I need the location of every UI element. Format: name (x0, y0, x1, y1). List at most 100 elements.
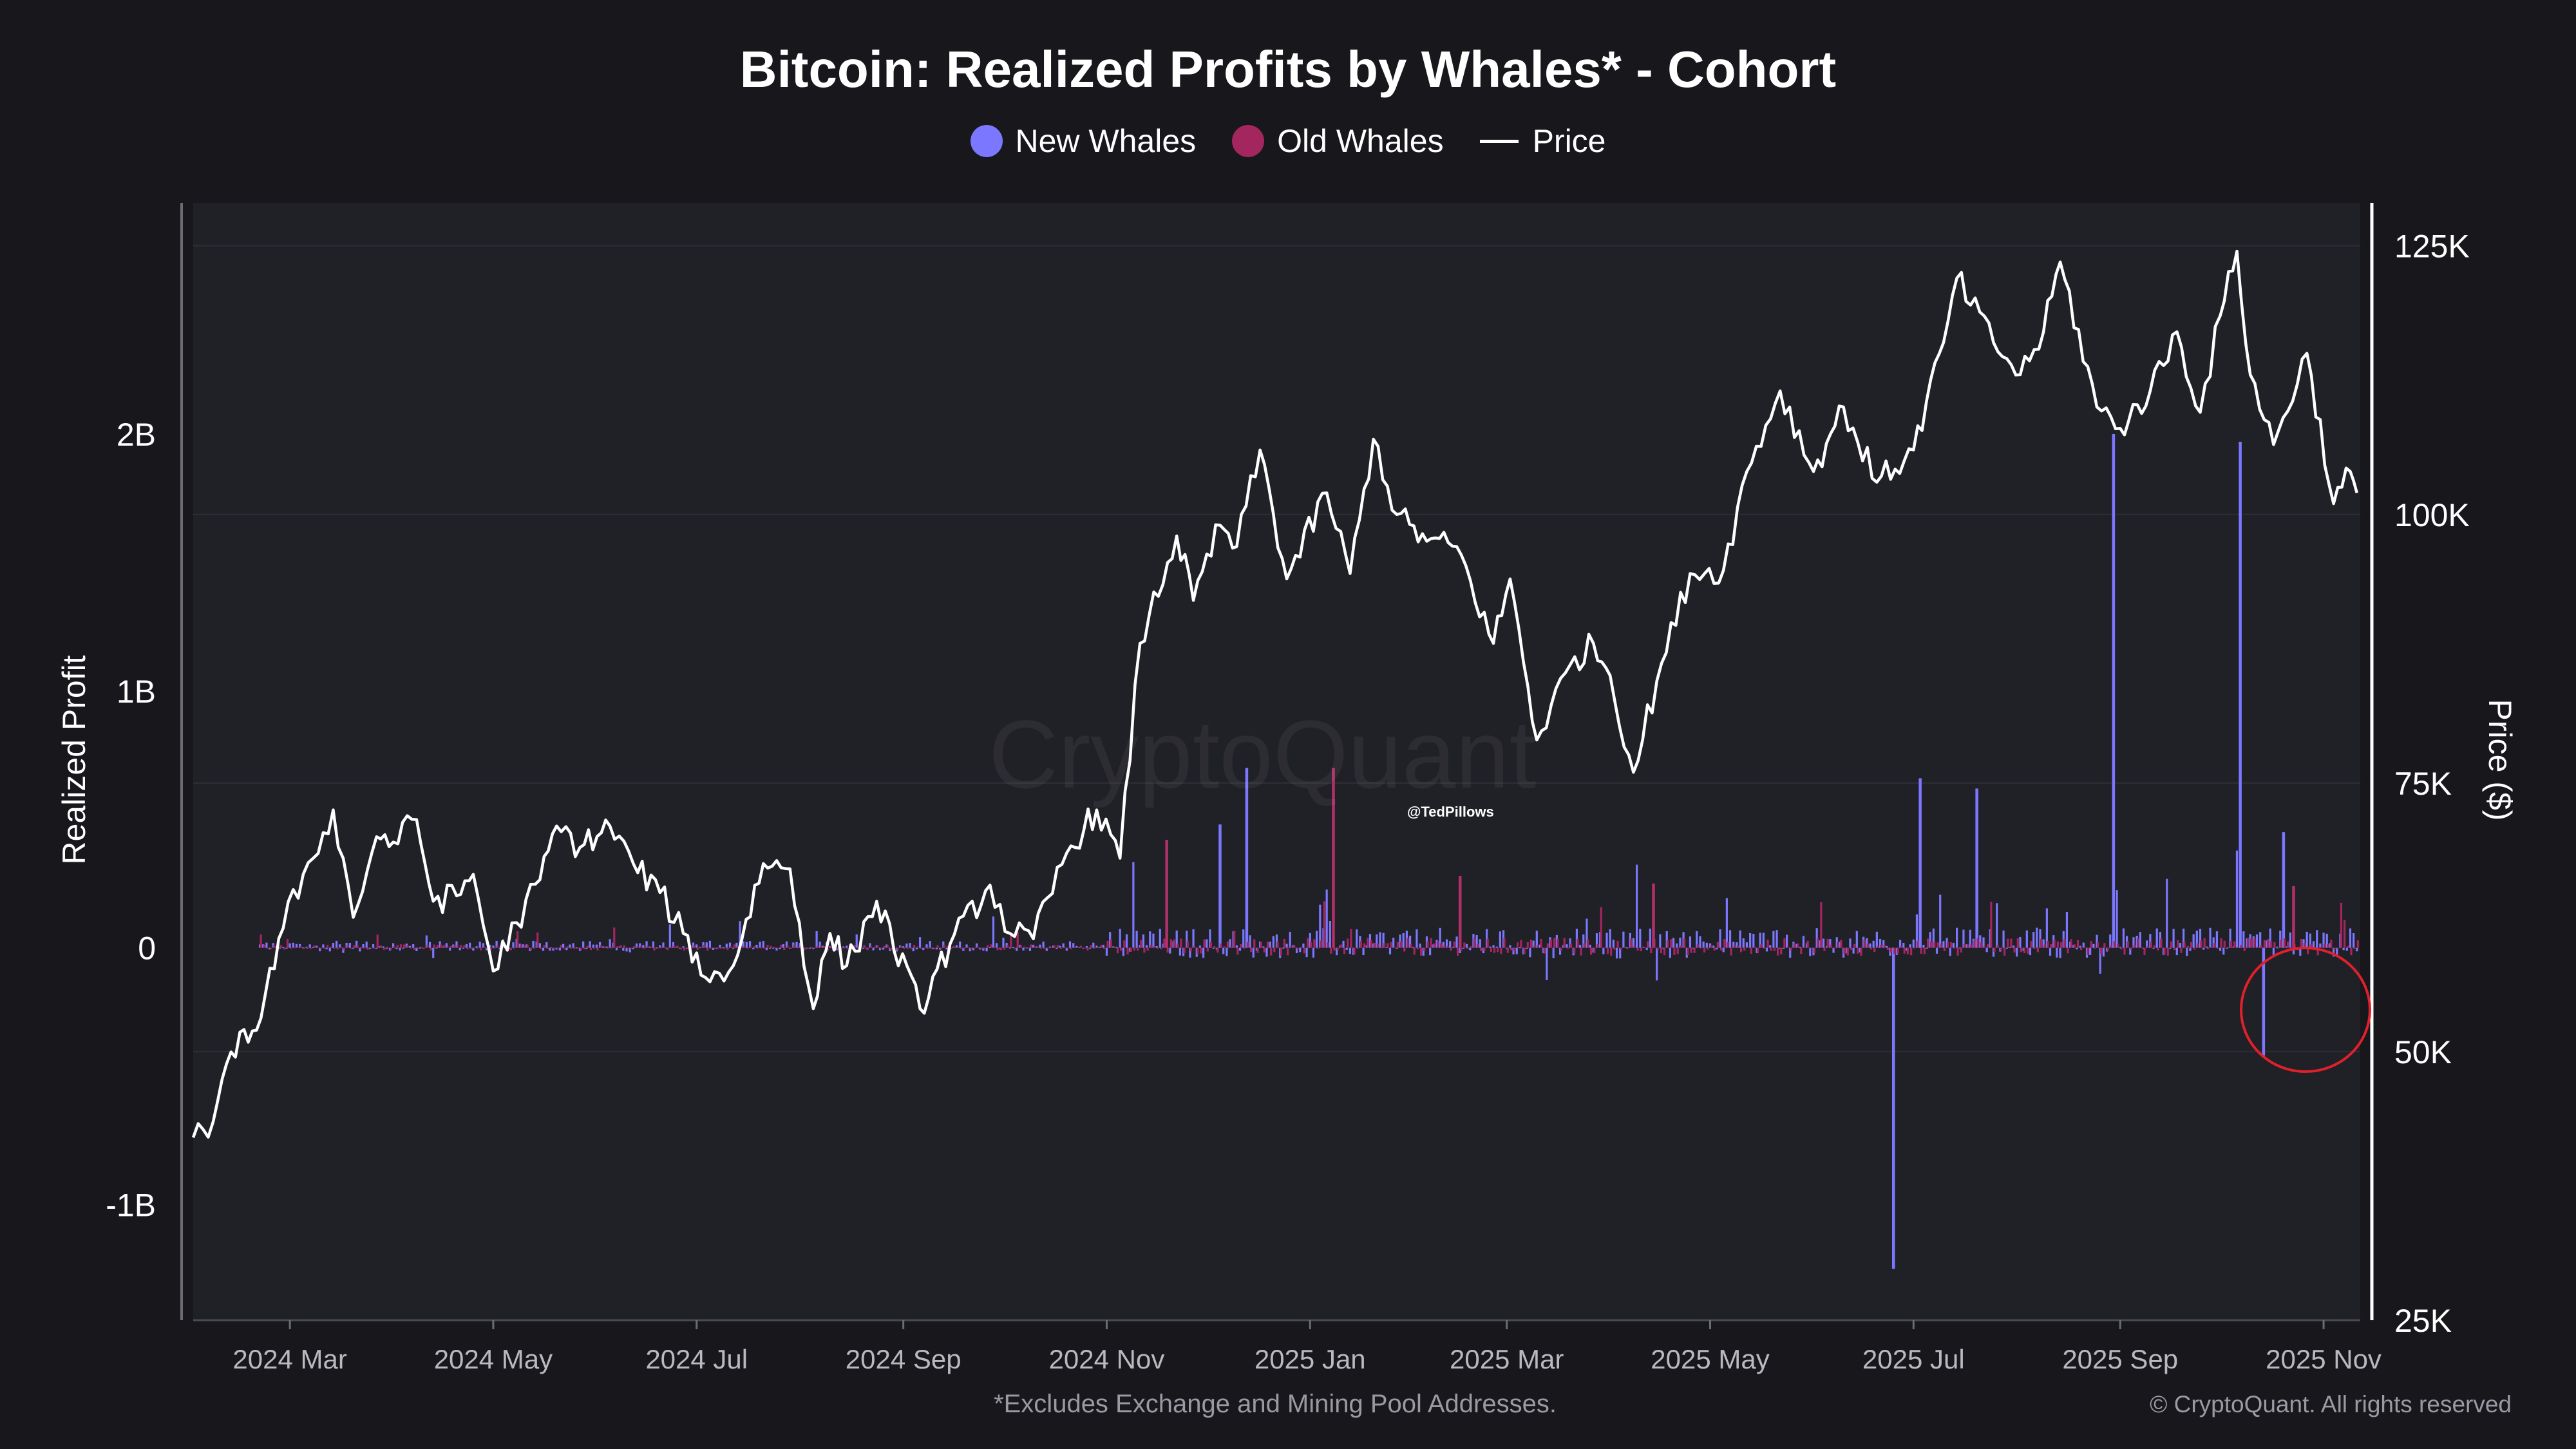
old-whales-bar (2240, 945, 2242, 948)
old-whales-bar (2087, 947, 2089, 955)
new-whales-bar (1016, 947, 1018, 951)
old-whales-bar (1993, 947, 1996, 952)
old-whales-bar (263, 945, 265, 948)
old-whales-bar (2350, 947, 2353, 956)
new-whales-bar (2129, 947, 2132, 955)
new-whales-bar (1912, 939, 1915, 948)
old-whales-bar (743, 946, 746, 948)
old-whales-bar (2100, 947, 2103, 954)
old-whales-bar (1090, 945, 1092, 948)
old-whales-bar (1023, 946, 1026, 948)
new-whales-bar (855, 934, 858, 948)
new-whales-bar (1935, 947, 1938, 954)
old-whales-bar (1546, 943, 1549, 948)
old-whales-bar (1510, 947, 1512, 951)
old-whales-bar (549, 947, 553, 949)
old-whales-bar (1707, 947, 1709, 950)
new-whales-bar (339, 944, 341, 948)
old-whales-bar (443, 945, 446, 948)
new-whales-bar (2226, 947, 2228, 949)
old-whales-bar (2220, 938, 2222, 948)
new-whales-bar (1442, 942, 1444, 948)
old-whales-bar (416, 947, 419, 949)
new-whales-bar (1716, 947, 1718, 950)
new-whales-bar (425, 935, 428, 948)
new-whales-bar (2152, 947, 2155, 949)
new-whales-bar (1615, 947, 1618, 959)
old-whales-bar (1566, 947, 1569, 949)
new-whales-bar (692, 942, 695, 948)
old-whales-bar (2327, 944, 2329, 948)
old-whales-bar (636, 946, 639, 948)
old-whales-bar (1786, 946, 1789, 948)
old-whales-bar (1600, 907, 1602, 948)
new-whales-bar (1679, 938, 1681, 948)
new-whales-bar (1879, 938, 1882, 948)
legend-item-new-whales[interactable]: New Whales (970, 122, 1197, 160)
old-whales-bar (980, 947, 982, 949)
old-whales-bar (1359, 941, 1363, 948)
old-whales-bar (426, 944, 429, 948)
old-whales-bar (563, 947, 565, 949)
old-whales-bar (2107, 947, 2109, 951)
old-whales-bar (1583, 943, 1586, 948)
old-whales-bar (790, 947, 792, 949)
x-tick-label: 2025 Jan (1255, 1344, 1366, 1374)
new-whales-bar (462, 947, 464, 949)
old-whales-bar (2116, 943, 2119, 948)
old-whales-bar (1900, 946, 1902, 948)
old-whales-bar (1830, 944, 1832, 948)
new-whales-bar (1475, 935, 1478, 948)
new-whales-bar (2336, 947, 2338, 956)
old-whales-bar (2344, 920, 2346, 948)
old-whales-bar (1870, 947, 1873, 950)
new-whales-bar (1329, 921, 1331, 948)
legend-label: New Whales (1015, 123, 1197, 159)
old-whales-bar (1889, 947, 1893, 953)
new-whales-bar (835, 947, 838, 951)
footnote: *Excludes Exchange and Mining Pool Addre… (994, 1390, 1557, 1418)
new-whales-bar (1312, 947, 1315, 958)
new-whales-bar (1198, 945, 1202, 948)
legend-label: Old Whales (1277, 123, 1444, 159)
new-whales-bar (2183, 928, 2185, 948)
old-whales-bar (593, 947, 596, 949)
new-whales-bar (2096, 934, 2098, 948)
new-whales-bar (2289, 933, 2291, 948)
new-whales-bar (772, 947, 775, 949)
new-whales-bar (905, 943, 908, 948)
old-whales-bar (1293, 945, 1296, 948)
new-whales-bar (2235, 850, 2239, 948)
old-whales-bar (916, 946, 919, 948)
old-whales-bar (1483, 947, 1486, 951)
old-whales-bar (1826, 938, 1829, 948)
new-whales-bar (2032, 932, 2035, 948)
old-whales-bar (529, 947, 532, 950)
old-whales-bar (1860, 947, 1862, 956)
legend-item-price[interactable]: Price (1479, 122, 1606, 160)
old-whales-bar (970, 947, 972, 950)
old-whales-bar (359, 947, 362, 949)
new-whales-bar (1105, 947, 1108, 956)
new-whales-bar (1272, 936, 1274, 948)
old-whales-spike-bar (1165, 840, 1168, 948)
old-whales-bar (2056, 941, 2059, 948)
old-whales-bar (469, 947, 472, 949)
new-whales-bar (955, 945, 958, 948)
new-whales-bar (399, 947, 401, 951)
old-whales-bar (780, 945, 782, 948)
old-whales-bar (1497, 947, 1499, 952)
new-whales-bar (696, 944, 698, 948)
old-whales-bar (2217, 947, 2219, 949)
old-whales-bar (1596, 944, 1599, 948)
y-right-tick-label: 125K (2394, 229, 2470, 265)
new-whales-spike-bar (2282, 832, 2286, 948)
old-whales-bar (1066, 947, 1069, 949)
new-whales-bar (819, 942, 821, 948)
old-whales-bar (1436, 941, 1439, 948)
old-whales-bar (560, 945, 562, 948)
old-whales-bar (623, 945, 625, 948)
old-whales-bar (2203, 938, 2206, 948)
x-ticks: 2024 Mar 2024 May 2024 Jul 2024 Sep 2024 Nov… (232, 1320, 2382, 1374)
legend-item-old-whales[interactable]: Old Whales (1232, 122, 1444, 160)
